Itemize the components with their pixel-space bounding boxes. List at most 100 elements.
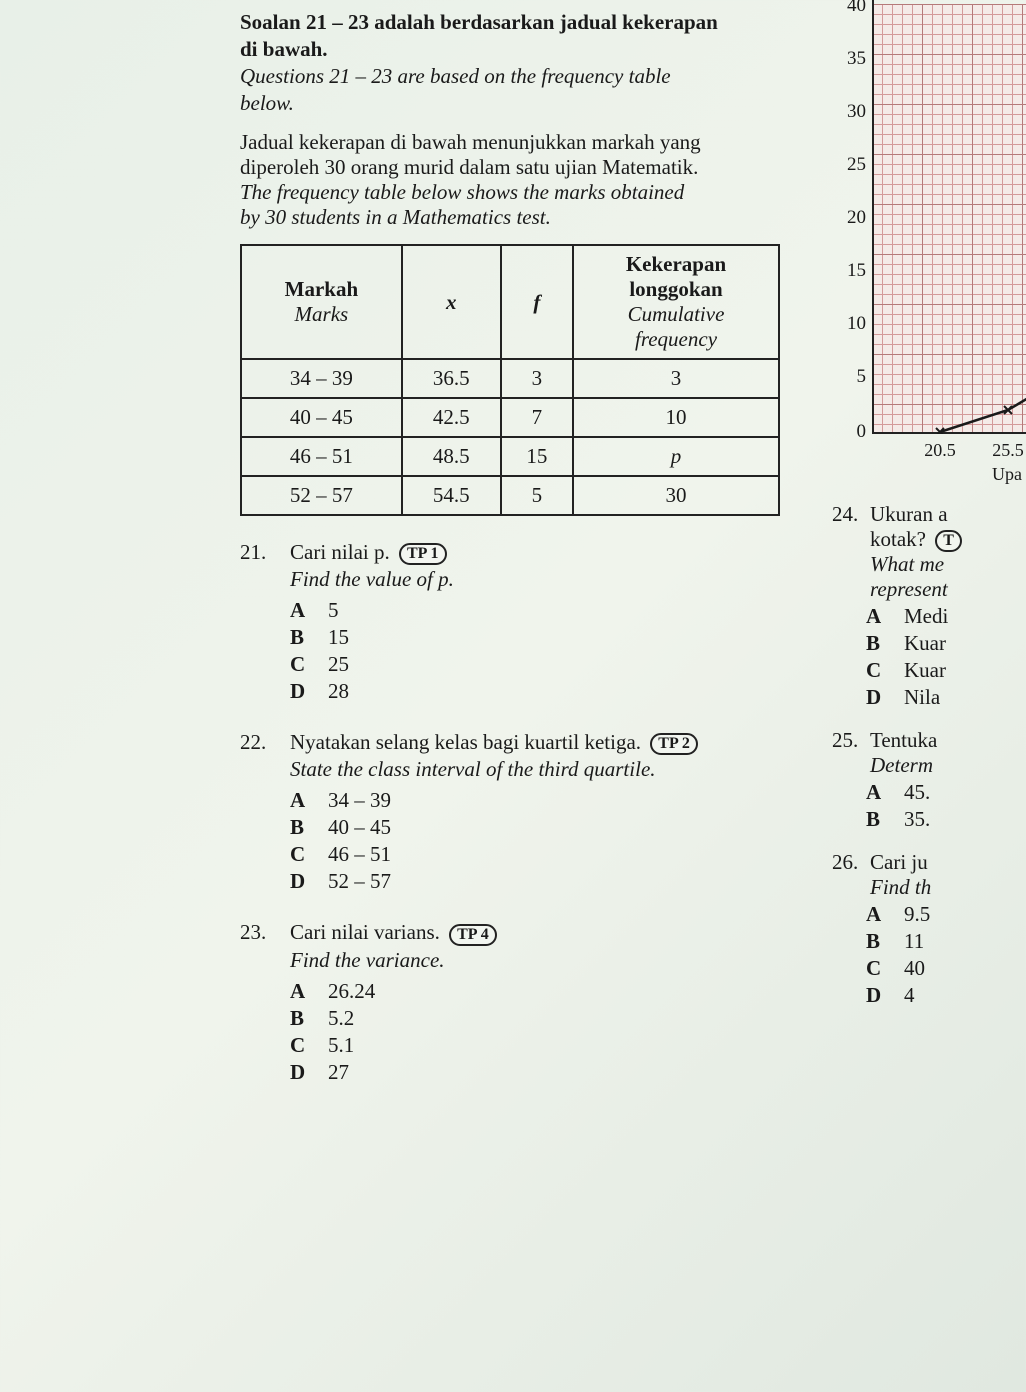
- y-tick-label: 30: [847, 101, 866, 123]
- opt-letter: B: [866, 631, 888, 656]
- q22-options: A34 – 39 B40 – 45 C46 – 51 D52 – 57: [290, 788, 800, 894]
- opt-letter: B: [290, 625, 312, 650]
- opt-letter: C: [866, 658, 888, 683]
- option-a: A 34 – 39: [290, 788, 800, 813]
- cell-marks: 52 – 57: [241, 476, 402, 515]
- opt-text: 5.1: [328, 1033, 354, 1058]
- q23-title-text: Cari nilai varians.: [290, 920, 440, 944]
- q21-title-text: Cari nilai p.: [290, 540, 390, 564]
- option-a: A 45.: [866, 780, 1026, 805]
- table-row: 34 – 39 36.5 3 3: [241, 359, 779, 398]
- opt-letter: D: [866, 685, 888, 710]
- cell-x: 42.5: [402, 398, 501, 437]
- option-b: B 40 – 45: [290, 815, 800, 840]
- y-tick-label: 25: [847, 154, 866, 176]
- y-tick-label: 0: [857, 421, 867, 443]
- question-24: 24. Ukuran a kotak? T What me represent …: [832, 502, 1026, 710]
- opt-letter: A: [290, 788, 312, 813]
- frequency-table: Markah Marks x f Kekerapan longgokan Cum…: [240, 244, 780, 516]
- opt-text: 4: [904, 983, 915, 1008]
- cell-marks: 46 – 51: [241, 437, 402, 476]
- opt-text: 11: [904, 929, 924, 954]
- opt-text: 45.: [904, 780, 930, 805]
- cell-cf: 30: [573, 476, 779, 515]
- q24-number: 24.: [832, 502, 866, 527]
- context-line-2: diperoleh 30 orang murid dalam satu ujia…: [240, 155, 800, 180]
- opt-letter: A: [290, 979, 312, 1004]
- cell-marks: 40 – 45: [241, 398, 402, 437]
- context-line-4: by 30 students in a Mathematics test.: [240, 205, 800, 230]
- ogive-chart: 4035302520151050 20.525.5 Upa: [832, 0, 1026, 474]
- q24-line4: represent: [870, 577, 948, 601]
- opt-text: 5: [328, 598, 339, 623]
- opt-text: 40 – 45: [328, 815, 391, 840]
- q26-number: 26.: [832, 850, 866, 875]
- q24-line1: Ukuran a: [870, 502, 948, 526]
- q24-line3: What me: [870, 552, 944, 576]
- q21-sub: Find the value of p.: [290, 567, 800, 592]
- q21-title: Cari nilai p. TP 1: [290, 540, 800, 565]
- y-tick-label: 35: [847, 48, 866, 70]
- question-22: 22. Nyatakan selang kelas bagi kuartil k…: [240, 730, 800, 896]
- opt-text: 15: [328, 625, 349, 650]
- y-tick-label: 40: [847, 0, 866, 17]
- cell-f: 15: [501, 437, 573, 476]
- th-f-label: f: [533, 290, 540, 314]
- cell-x: 36.5: [402, 359, 501, 398]
- option-a: A 9.5: [866, 902, 1026, 927]
- intro-line-3: Questions 21 – 23 are based on the frequ…: [240, 64, 800, 89]
- opt-letter: A: [866, 902, 888, 927]
- opt-text: 9.5: [904, 902, 930, 927]
- cell-cf: 3: [573, 359, 779, 398]
- y-tick-label: 15: [847, 260, 866, 282]
- opt-text: 34 – 39: [328, 788, 391, 813]
- opt-letter: C: [290, 652, 312, 677]
- right-questions: 24. Ukuran a kotak? T What me represent …: [832, 502, 1026, 1008]
- opt-letter: D: [290, 1060, 312, 1085]
- table-row: 52 – 57 54.5 5 30: [241, 476, 779, 515]
- option-b: B5.2: [290, 1006, 800, 1031]
- q26-line1: Cari ju: [870, 850, 928, 874]
- intro-block: Soalan 21 – 23 adalah berdasarkan jadual…: [240, 10, 800, 116]
- tp-badge: TP 1: [399, 543, 447, 565]
- th-x: x: [402, 245, 501, 359]
- intro-line-2: di bawah.: [240, 37, 800, 62]
- q22-sub: State the class interval of the third qu…: [290, 757, 800, 782]
- th-marks: Markah Marks: [241, 245, 402, 359]
- question-23: 23. Cari nilai varians. TP 4 Find the va…: [240, 920, 800, 1086]
- option-c: C40: [866, 956, 1026, 981]
- th-x-label: x: [446, 290, 457, 314]
- th-marks-bot: Marks: [252, 302, 391, 327]
- y-tick-label: 20: [847, 207, 866, 229]
- option-b: B11: [866, 929, 1026, 954]
- q25-line2: Determ: [870, 753, 933, 777]
- table-row: 46 – 51 48.5 15 p: [241, 437, 779, 476]
- cell-marks: 34 – 39: [241, 359, 402, 398]
- option-c: C 25: [290, 652, 800, 677]
- cell-cf: p: [573, 437, 779, 476]
- option-d: DNila: [866, 685, 1026, 710]
- opt-text: 28: [328, 679, 349, 704]
- cell-cf: 10: [573, 398, 779, 437]
- context-block: Jadual kekerapan di bawah menunjukkan ma…: [240, 130, 800, 230]
- opt-letter: D: [290, 869, 312, 894]
- opt-letter: A: [866, 780, 888, 805]
- opt-letter: C: [290, 842, 312, 867]
- q21-number: 21.: [240, 540, 276, 706]
- right-column: 4035302520151050 20.525.5 Upa 24. Ukuran…: [832, 0, 1026, 1010]
- option-d: D27: [290, 1060, 800, 1085]
- y-tick-label: 5: [857, 366, 867, 388]
- opt-text: 40: [904, 956, 925, 981]
- option-a: A26.24: [290, 979, 800, 1004]
- opt-text: 25: [328, 652, 349, 677]
- context-line-1: Jadual kekerapan di bawah menunjukkan ma…: [240, 130, 800, 155]
- x-tick-label: 20.5: [924, 440, 956, 461]
- opt-letter: B: [290, 815, 312, 840]
- option-b: B35.: [866, 807, 1026, 832]
- cell-x: 48.5: [402, 437, 501, 476]
- opt-letter: A: [866, 604, 888, 629]
- question-25: 25. Tentuka Determ A45. B35.: [832, 728, 1026, 832]
- intro-line-4: below.: [240, 91, 800, 116]
- q22-title-text: Nyatakan selang kelas bagi kuartil ketig…: [290, 730, 641, 754]
- q22-title: Nyatakan selang kelas bagi kuartil ketig…: [290, 730, 800, 755]
